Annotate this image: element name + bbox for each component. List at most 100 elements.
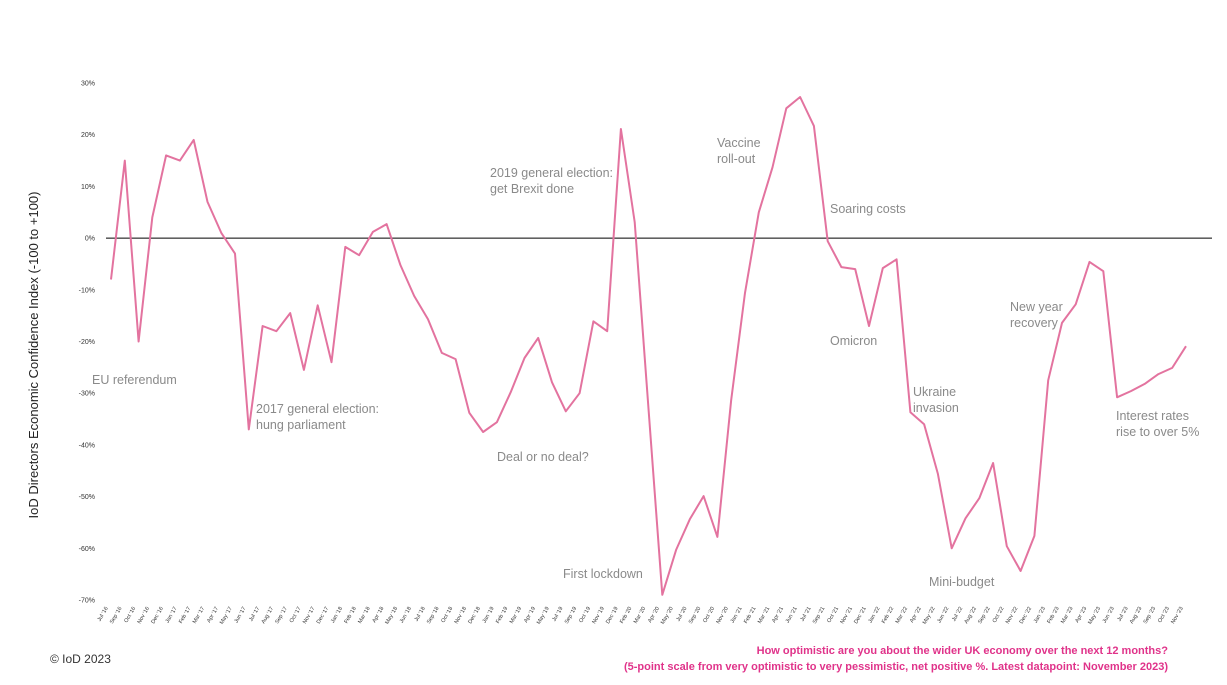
x-tick-label: Oct '17	[289, 606, 303, 624]
x-tick-label: Sep '22	[977, 606, 991, 625]
annotation: Interest rates	[1116, 409, 1189, 423]
x-tick-label: Jul '18	[414, 606, 427, 623]
annotation: Vaccine	[717, 136, 761, 150]
x-tick-label: Jul '23	[1117, 606, 1130, 623]
copyright: © IoD 2023	[50, 652, 111, 666]
x-tick-label: Apr '22	[909, 606, 923, 624]
x-tick-label: Jun '18	[399, 606, 413, 624]
annotation: New year	[1010, 300, 1063, 314]
x-tick-label: Oct '18	[440, 606, 454, 624]
x-tick-label: Mar '21	[757, 606, 771, 625]
x-tick-label: Jan '23	[1033, 606, 1047, 624]
annotation: Mini-budget	[929, 575, 995, 589]
x-tick-label: Mar '18	[357, 606, 371, 625]
annotation: 2017 general election:	[256, 402, 379, 416]
x-tick-label: Jul '21	[800, 606, 813, 623]
x-tick-label: Dec '19	[605, 606, 619, 625]
x-tick-label: Dec '18	[467, 606, 481, 625]
x-tick-label: May '23	[1087, 606, 1102, 626]
x-tick-label: Jul '22	[951, 606, 964, 623]
x-tick-label: Sep '21	[812, 606, 826, 625]
x-tick-label: Apr '23	[1074, 606, 1088, 624]
y-tick-label: 10%	[81, 184, 95, 191]
annotation: Soaring costs	[830, 202, 906, 216]
x-tick-label: May '19	[536, 606, 551, 626]
x-tick-label: Jul '20	[676, 606, 689, 623]
annotation: hung parliament	[256, 418, 346, 432]
annotation: EU referendum	[92, 373, 177, 387]
x-tick-label: Nov '22	[1005, 606, 1019, 625]
x-tick-label: Dec '17	[316, 606, 330, 625]
x-tick-label: Oct '23	[1157, 606, 1171, 624]
x-tick-label: Dec '21	[853, 606, 867, 625]
y-tick-label: 0%	[85, 236, 95, 243]
x-tick-label: May '20	[660, 606, 675, 626]
x-tick-label: Jul '19	[551, 606, 564, 623]
x-tick-label: Nov '23	[1170, 606, 1184, 625]
x-tick-label: Aug '22	[964, 606, 978, 625]
y-tick-label: -30%	[79, 391, 95, 398]
x-tick-label: May '22	[922, 606, 937, 626]
x-tick-label: Sep '20	[688, 606, 702, 625]
x-tick-label: Feb '17	[178, 606, 192, 625]
x-tick-label: Apr '17	[206, 606, 220, 624]
x-tick-label: Nov '17	[302, 606, 316, 625]
x-tick-label: Jan '21	[730, 606, 744, 624]
x-tick-label: Oct '20	[702, 606, 716, 624]
x-tick-label: Nov '21	[840, 606, 854, 625]
x-tick-label: Jan '18	[330, 606, 344, 624]
x-tick-label: Feb '23	[1046, 606, 1060, 625]
x-tick-label: Nov '16	[137, 606, 151, 625]
x-tick-label: Sep '23	[1143, 606, 1157, 625]
x-tick-label: Mar '22	[895, 606, 909, 625]
annotation: First lockdown	[563, 567, 643, 581]
annotation: rise to over 5%	[1116, 425, 1199, 439]
x-tick-label: Nov '20	[715, 606, 729, 625]
footnote: How optimistic are you about the wider U…	[757, 645, 1169, 657]
x-tick-label: Jun '22	[936, 606, 950, 624]
x-tick-label: Aug '17	[261, 606, 275, 625]
y-tick-label: -70%	[79, 598, 95, 605]
x-tick-label: Jul '16	[97, 606, 110, 623]
x-tick-label: Nov '19	[591, 606, 605, 625]
y-tick-label: -40%	[79, 442, 95, 449]
x-tick-label: Apr '19	[523, 606, 537, 624]
x-tick-label: Feb '19	[495, 606, 509, 625]
x-tick-label: Oct '21	[826, 606, 840, 624]
x-tick-label: Jul '17	[248, 606, 261, 623]
x-tick-label: Apr '21	[771, 606, 785, 624]
x-tick-label: Feb '20	[619, 606, 633, 625]
x-tick-label: Jan '22	[868, 606, 882, 624]
x-tick-label: Mar '19	[509, 606, 523, 625]
x-tick-label: Mar '23	[1060, 606, 1074, 625]
y-tick-label: -60%	[79, 546, 95, 553]
x-tick-label: Dec '16	[150, 606, 164, 625]
y-tick-label: -10%	[79, 287, 95, 294]
y-tick-label: 30%	[81, 81, 95, 88]
y-axis-label: IoD Directors Economic Confidence Index …	[26, 192, 41, 519]
annotation: 2019 general election:	[490, 166, 613, 180]
x-tick-label: Mar '17	[192, 606, 206, 625]
x-tick-label: Dec '22	[1019, 606, 1033, 625]
x-tick-label: Sep '16	[109, 606, 123, 625]
x-tick-label: Feb '18	[344, 606, 358, 625]
x-tick-label: Jan '19	[482, 606, 496, 624]
x-tick-label: Sep '18	[426, 606, 440, 625]
x-tick-label: Nov '18	[454, 606, 468, 625]
x-tick-label: May '17	[219, 606, 234, 626]
annotation: get Brexit done	[490, 182, 574, 196]
x-tick-label: May '18	[384, 606, 399, 626]
x-tick-label: Jan '17	[165, 606, 179, 624]
x-tick-label: Oct '19	[578, 606, 592, 624]
annotation: Omicron	[830, 334, 877, 348]
x-tick-label: Oct '16	[123, 606, 137, 624]
annotation: roll-out	[717, 152, 756, 166]
x-tick-label: Oct '22	[992, 606, 1006, 624]
annotation: recovery	[1010, 316, 1059, 330]
x-tick-label: Jun '23	[1102, 606, 1116, 624]
y-tick-label: -20%	[79, 339, 95, 346]
footnote: (5-point scale from very optimistic to v…	[624, 661, 1168, 673]
x-tick-label: Sep '19	[564, 606, 578, 625]
y-tick-label: 20%	[81, 132, 95, 139]
